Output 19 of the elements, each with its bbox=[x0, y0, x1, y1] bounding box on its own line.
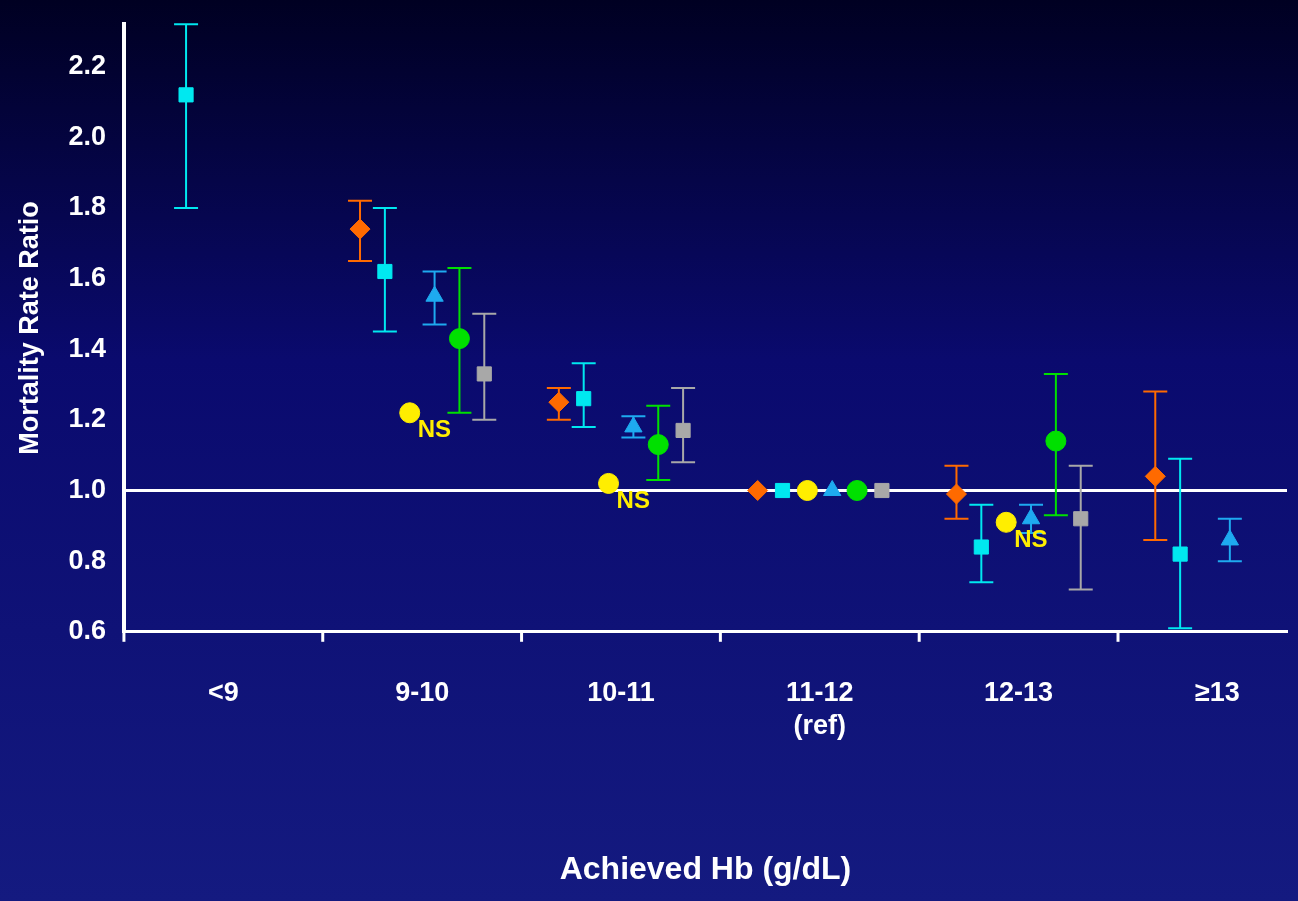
annotation: NS bbox=[417, 415, 452, 443]
x-tick-label: <9 bbox=[207, 677, 239, 708]
annotation: NS bbox=[616, 486, 650, 514]
y-tick-label: 1.6 bbox=[68, 262, 106, 292]
y-tick-label: 0.8 bbox=[68, 544, 106, 575]
y-tick-label: 1.2 bbox=[68, 403, 106, 434]
y-tick-label: 1.8 bbox=[68, 191, 106, 222]
x-axis-title: Achieved Hb (g/dL) bbox=[559, 849, 852, 886]
x-tick-label: 12-13 bbox=[984, 677, 1054, 708]
y-tick-label: 2.2 bbox=[68, 50, 106, 81]
y-tick-label: 2.0 bbox=[68, 120, 106, 151]
y-tick-label: 1.4 bbox=[68, 332, 106, 363]
x-tick-label: ≥13 bbox=[1194, 677, 1240, 708]
x-tick-label: 9-10 bbox=[395, 677, 450, 708]
x-tick-label: 11-12 (ref) bbox=[786, 677, 854, 740]
y-tick-label: 1.0 bbox=[68, 473, 106, 504]
y-tick-label: 0.6 bbox=[68, 615, 106, 646]
y-axis-title: Mortality Rate Ratio bbox=[13, 201, 44, 455]
x-tick-label: 10-11 bbox=[587, 677, 655, 708]
